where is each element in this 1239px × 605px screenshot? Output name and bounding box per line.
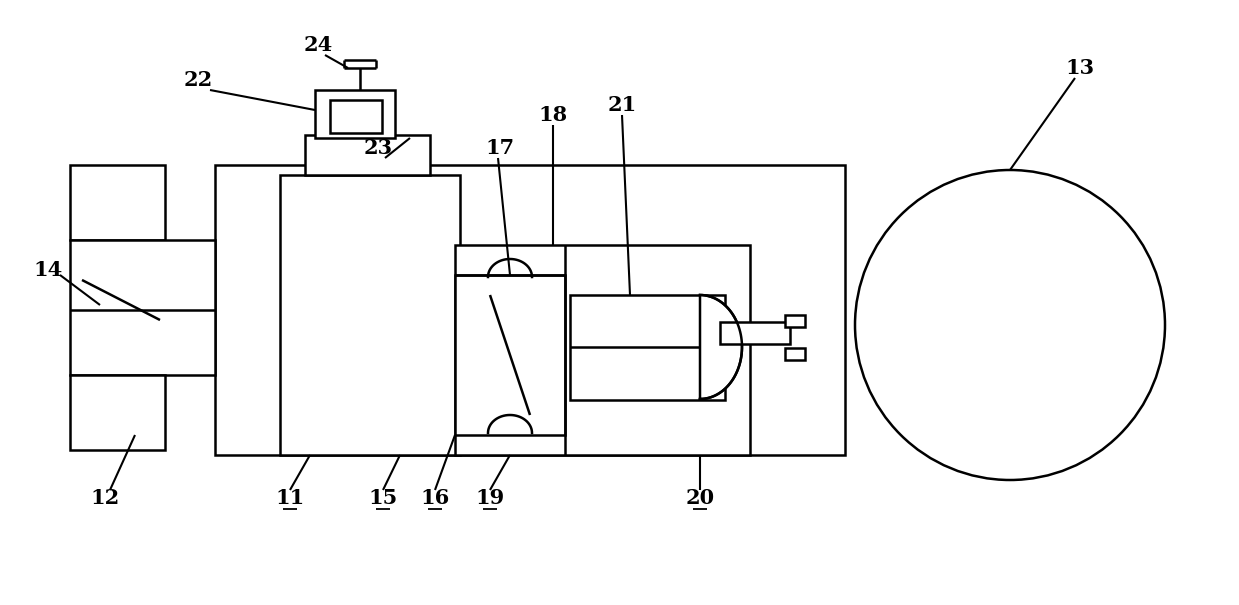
Bar bbox=[280, 175, 460, 455]
Bar bbox=[69, 240, 216, 375]
Bar bbox=[786, 348, 805, 360]
Bar bbox=[720, 322, 790, 344]
Bar bbox=[455, 245, 750, 455]
Text: 21: 21 bbox=[607, 95, 637, 115]
Text: 24: 24 bbox=[304, 35, 332, 55]
Text: 12: 12 bbox=[90, 488, 120, 508]
Bar bbox=[786, 315, 805, 327]
Text: 23: 23 bbox=[363, 138, 393, 158]
Bar bbox=[216, 165, 845, 455]
Bar bbox=[570, 295, 725, 400]
Bar bbox=[315, 90, 395, 138]
Polygon shape bbox=[700, 295, 742, 400]
Bar bbox=[69, 165, 165, 240]
Bar bbox=[305, 135, 430, 175]
Text: 16: 16 bbox=[420, 488, 450, 508]
Text: 22: 22 bbox=[183, 70, 213, 90]
Text: 13: 13 bbox=[1066, 58, 1094, 78]
Text: 15: 15 bbox=[368, 488, 398, 508]
Bar bbox=[455, 275, 565, 435]
Text: 17: 17 bbox=[486, 138, 514, 158]
Text: 19: 19 bbox=[476, 488, 504, 508]
Text: 20: 20 bbox=[685, 488, 715, 508]
Text: 18: 18 bbox=[539, 105, 567, 125]
Text: 11: 11 bbox=[275, 488, 305, 508]
Bar bbox=[69, 375, 165, 450]
Bar bbox=[330, 100, 382, 133]
Text: 14: 14 bbox=[33, 260, 63, 280]
